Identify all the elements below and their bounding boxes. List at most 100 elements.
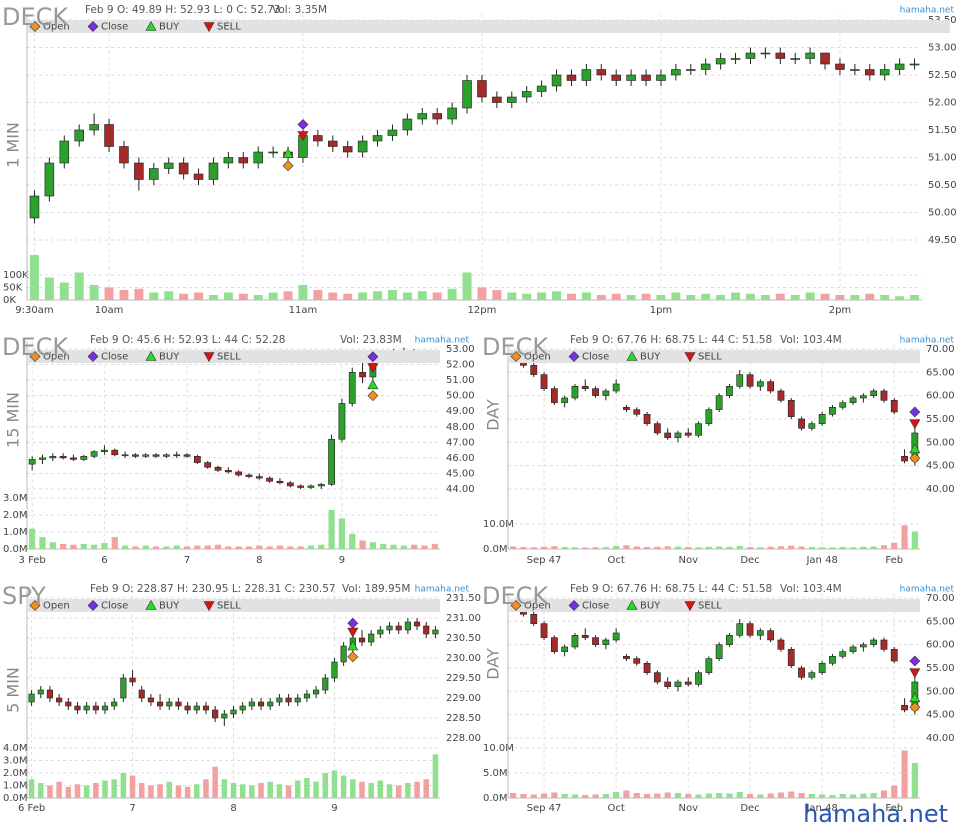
- volume-bar: [880, 545, 888, 549]
- volume-bar: [870, 546, 877, 549]
- volume-bar: [633, 793, 640, 798]
- legend-icon: [29, 351, 41, 362]
- ohlc-info: Feb 9 O: 67.76 H: 68.75 L: 44 C: 51.58: [570, 334, 772, 346]
- candle-body: [592, 388, 599, 396]
- volume-bar: [910, 295, 920, 300]
- volume-info: Vol: 23.83M: [340, 334, 402, 346]
- candle-body: [80, 456, 88, 460]
- candle-body: [715, 395, 723, 410]
- trade-marker: [347, 651, 359, 663]
- trade-marker: [367, 379, 379, 390]
- y-tick-label: 49.50: [928, 235, 957, 246]
- volume-tick-label: 1.0M: [3, 527, 28, 538]
- candle-body: [313, 689, 320, 695]
- candle-body: [402, 118, 413, 131]
- volume-bar: [60, 543, 67, 549]
- volume-tick-label: 2.0M: [3, 768, 28, 779]
- volume-tick-label: 2.0M: [3, 510, 28, 521]
- candle-body: [736, 623, 744, 636]
- volume-tick-label: 0K: [3, 295, 16, 306]
- trade-marker: [909, 655, 921, 667]
- volume-bar: [805, 292, 815, 300]
- candle-body: [686, 69, 696, 71]
- y-tick-label: 228.00: [446, 733, 481, 744]
- volume-bar: [808, 794, 815, 798]
- volume-bar: [860, 546, 867, 549]
- volume-bar: [745, 293, 755, 300]
- ohlc-info: Feb 9 O: 49.89 H: 52.93 L: 0 C: 52.73: [85, 4, 280, 16]
- legend-icon: [203, 22, 215, 33]
- candle-body: [626, 74, 636, 81]
- volume-bar: [148, 785, 154, 798]
- candle-body: [571, 385, 579, 399]
- y-tick-label: 45.00: [446, 468, 475, 479]
- candle-body: [417, 113, 428, 120]
- volume-bar: [373, 291, 383, 300]
- candle-body: [894, 63, 905, 70]
- trade-marker: [347, 627, 359, 638]
- volume-bar: [47, 785, 53, 798]
- volume-bar: [102, 780, 108, 798]
- trade-marker: [909, 419, 921, 430]
- candle-body: [767, 630, 775, 641]
- candle-body: [432, 113, 442, 120]
- volume-bar: [492, 290, 502, 300]
- candle-body: [602, 390, 610, 396]
- candle-body: [129, 677, 136, 683]
- x-tick-label: Jan 48: [805, 803, 837, 814]
- y-tick-label: 53.00: [928, 43, 957, 54]
- candle-body: [530, 364, 538, 375]
- volume-bar: [294, 780, 301, 798]
- ohlc-info: Feb 9 O: 228.87 H: 230.95 L: 228.31 C: 2…: [90, 583, 336, 595]
- volume-bar: [38, 783, 44, 798]
- candle-body: [423, 625, 430, 635]
- volume-bar: [777, 546, 785, 549]
- volume-bar: [179, 293, 189, 300]
- legend-band: [27, 350, 440, 363]
- volume-bar: [142, 545, 149, 549]
- y-tick-label: 229.00: [446, 693, 481, 704]
- legend-label: Close: [101, 22, 128, 33]
- volume-bar: [746, 547, 754, 549]
- candle-body: [674, 681, 682, 687]
- volume-bar: [537, 292, 547, 300]
- y-tick-label: 231.50: [446, 593, 481, 604]
- candle-body: [664, 681, 672, 687]
- volume-bar: [340, 775, 347, 798]
- candle-body: [551, 74, 562, 87]
- volume-bar: [819, 794, 826, 798]
- candle-body: [611, 74, 621, 81]
- volume-bar: [865, 293, 875, 300]
- volume-bar: [701, 293, 711, 300]
- volume-bar: [80, 543, 87, 549]
- legend-label: SELL: [217, 352, 241, 363]
- volume-bar: [656, 295, 666, 300]
- y-tick-label: 60.00: [926, 640, 955, 651]
- trade-marker: [909, 452, 921, 464]
- volume-bar: [808, 547, 815, 549]
- candle-body: [267, 701, 274, 707]
- x-tick-label: 11am: [289, 305, 318, 316]
- candle-body: [643, 413, 651, 424]
- volume-bar: [664, 792, 671, 798]
- volume-bar: [540, 793, 548, 798]
- trade-marker: [909, 443, 921, 454]
- candle-body: [134, 162, 144, 180]
- y-tick-label: 50.00: [928, 208, 957, 219]
- volume-bar: [736, 792, 743, 798]
- candle-body: [849, 646, 857, 652]
- candle-body: [849, 397, 857, 403]
- volume-bar: [400, 545, 407, 549]
- volume-bar: [83, 785, 90, 798]
- volume-bar: [166, 781, 173, 798]
- volume-bar: [767, 793, 774, 798]
- candle-body: [684, 432, 692, 436]
- volume-bar: [870, 793, 877, 798]
- volume-bar: [571, 794, 579, 798]
- candle-body: [395, 625, 402, 631]
- volume-bar: [91, 544, 98, 549]
- source-link: hamaha.net: [900, 6, 955, 16]
- volume-bar: [716, 546, 723, 549]
- candle-body: [230, 709, 237, 715]
